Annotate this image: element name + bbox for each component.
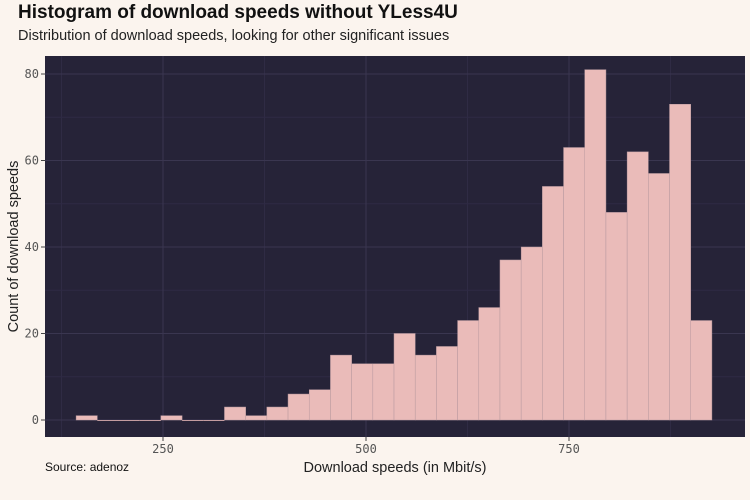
histogram-bar (224, 406, 246, 421)
y-tick-label: 0 (32, 413, 39, 427)
histogram-bar (308, 389, 331, 421)
histogram-bar (478, 307, 501, 421)
y-tick-label: 60 (25, 154, 39, 168)
histogram-bar (414, 354, 437, 421)
histogram-bar (393, 333, 416, 421)
histogram-bar (605, 212, 628, 421)
histogram-bar (669, 104, 691, 421)
histogram-bar (287, 393, 310, 421)
histogram-bar (182, 420, 204, 421)
histogram-bar (436, 346, 458, 421)
histogram-bar (372, 363, 395, 421)
y-tick-label: 20 (25, 327, 39, 341)
x-tick-label: 250 (152, 442, 174, 456)
histogram-bar (97, 420, 119, 421)
histogram-bar (584, 69, 607, 421)
histogram-bar (520, 246, 543, 421)
x-tick-label: 750 (558, 442, 580, 456)
x-axis-label: Download speeds (in Mbit/s) (304, 460, 487, 476)
histogram-bar (499, 259, 522, 421)
histogram-bar (457, 320, 480, 421)
histogram-bar (330, 354, 352, 421)
histogram-bar (118, 420, 140, 421)
chart-title: Histogram of download speeds without YLe… (18, 2, 458, 23)
histogram-bar (690, 320, 713, 421)
y-tick-label: 80 (25, 67, 39, 81)
histogram-bar (75, 415, 98, 421)
x-tick-label: 500 (355, 442, 377, 456)
y-tick-label: 40 (25, 240, 39, 254)
histogram-bar (648, 173, 670, 421)
y-axis-label: Count of download speeds (6, 161, 22, 333)
histogram-bar (139, 420, 161, 421)
histogram-bar (203, 420, 225, 421)
histogram-bar (563, 147, 586, 421)
chart-caption: Source: adenoz (45, 460, 130, 474)
histogram-bar (542, 186, 564, 421)
histogram-bar (626, 151, 649, 421)
histogram-bar (351, 363, 374, 421)
chart-subtitle: Distribution of download speeds, looking… (18, 28, 450, 44)
histogram-bar (266, 406, 289, 421)
histogram-bar (160, 415, 183, 421)
histogram-bar (245, 415, 268, 421)
